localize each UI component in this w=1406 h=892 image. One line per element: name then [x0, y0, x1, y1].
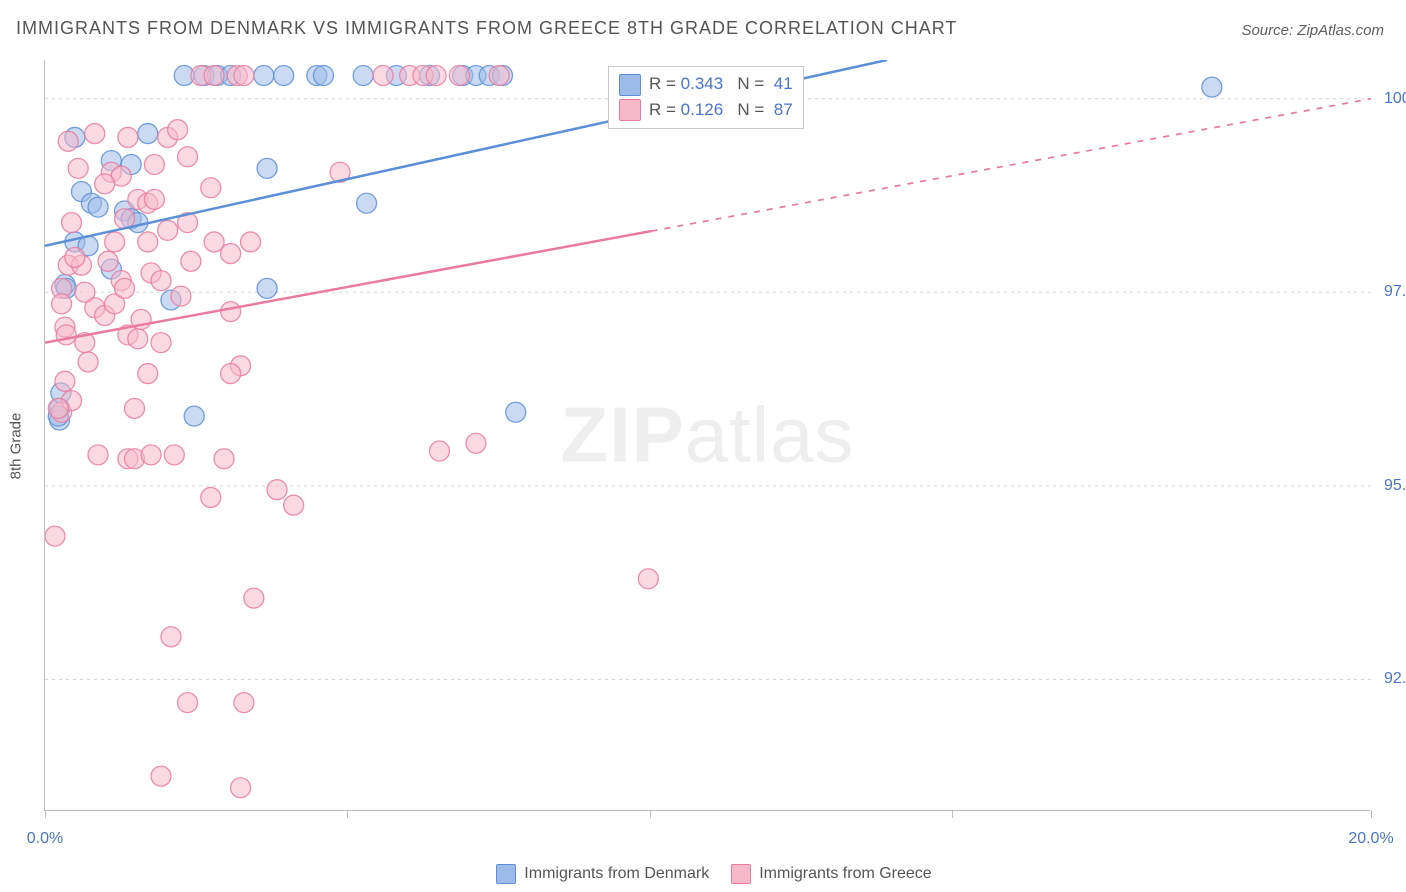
x-tick-mark	[952, 810, 953, 818]
y-tick-label: 97.5%	[1374, 283, 1406, 301]
x-tick-label: 20.0%	[1348, 830, 1393, 848]
x-tick-label: 0.0%	[27, 830, 63, 848]
legend-label-greece: Immigrants from Greece	[759, 865, 931, 882]
corr-row-denmark: R = 0.343 N = 41	[619, 71, 793, 97]
x-tick-mark	[347, 810, 348, 818]
y-tick-label: 100.0%	[1374, 90, 1406, 108]
x-tick-mark	[45, 810, 46, 818]
correlation-legend-box: R = 0.343 N = 41R = 0.126 N = 87	[608, 66, 804, 129]
legend-label-denmark: Immigrants from Denmark	[524, 865, 709, 882]
chart-title: IMMIGRANTS FROM DENMARK VS IMMIGRANTS FR…	[16, 18, 957, 39]
swatch-greece-icon	[619, 99, 641, 121]
corr-row-greece: R = 0.126 N = 87	[619, 97, 793, 123]
x-tick-mark	[650, 810, 651, 818]
trend-lines	[45, 60, 1371, 811]
legend-bottom: Immigrants from Denmark Immigrants from G…	[0, 864, 1406, 884]
legend-swatch-greece-icon	[731, 864, 751, 884]
y-tick-label: 95.0%	[1374, 477, 1406, 495]
trendline-greece	[45, 231, 652, 343]
y-axis-label: 8th Grade	[8, 413, 25, 480]
y-tick-label: 92.5%	[1374, 670, 1406, 688]
legend-swatch-denmark-icon	[496, 864, 516, 884]
chart-plot-area: ZIPatlas R = 0.343 N = 41R = 0.126 N = 8…	[44, 60, 1370, 811]
swatch-denmark-icon	[619, 74, 641, 96]
x-tick-mark	[1371, 810, 1372, 818]
source-attribution: Source: ZipAtlas.com	[1241, 22, 1384, 39]
